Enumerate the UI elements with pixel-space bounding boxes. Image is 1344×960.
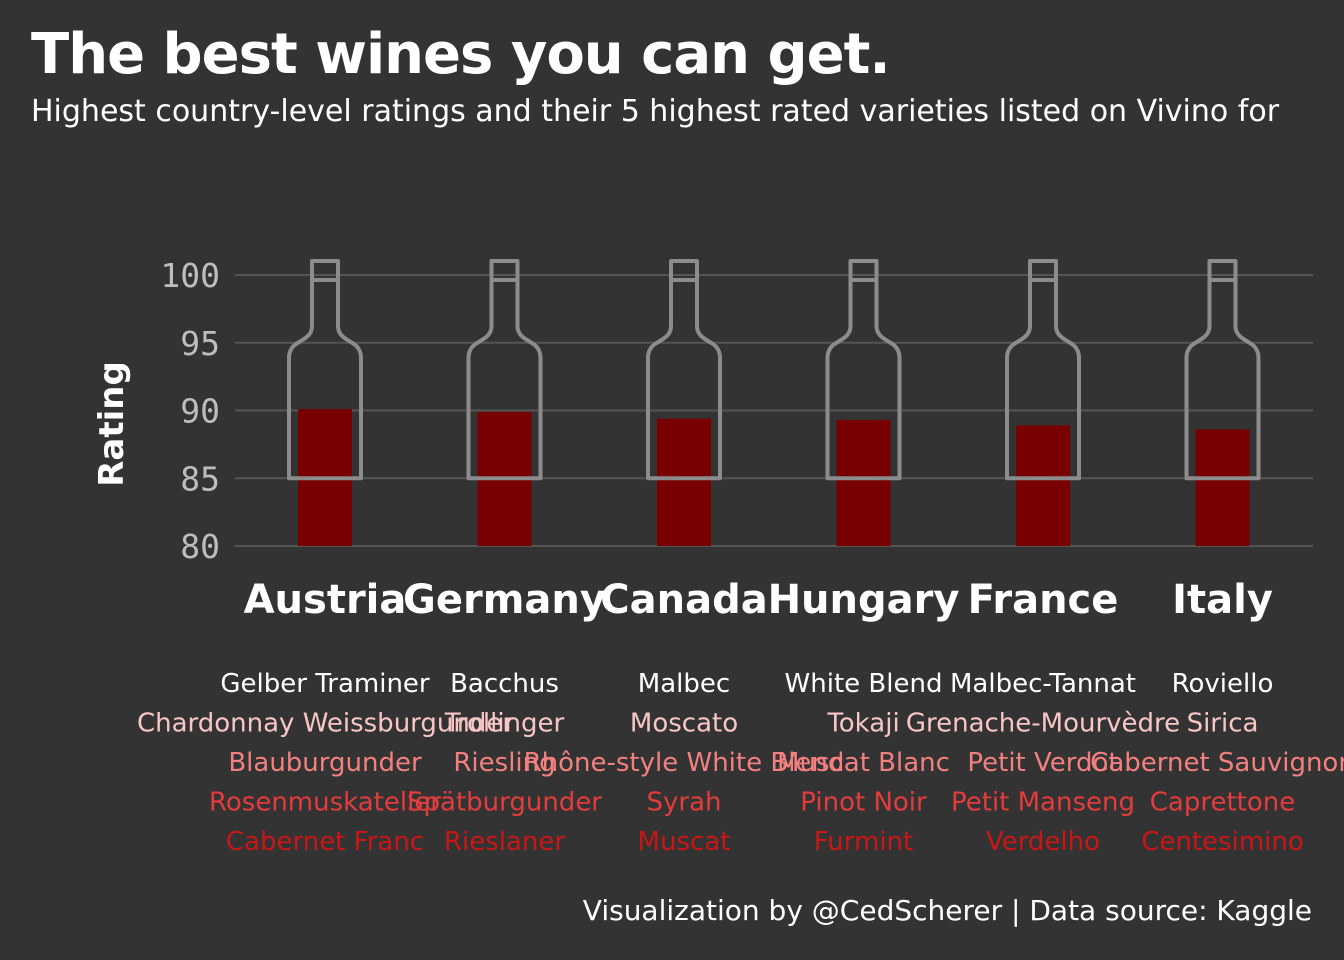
bar-canada [657, 418, 711, 546]
variety-label: White Blend [785, 669, 943, 699]
variety-label: Roviello [1172, 669, 1274, 699]
y-tick-label: 85 [180, 459, 220, 498]
variety-label: Cabernet Sauvignon [1090, 748, 1344, 778]
variety-label: Bacchus [450, 669, 559, 699]
bottle-outlines [287, 259, 1261, 481]
variety-label: Malbec-Tannat [950, 669, 1136, 699]
bar-italy [1195, 429, 1250, 546]
country-label-france: France [968, 577, 1119, 623]
y-tick-label: 95 [180, 324, 220, 363]
variety-label: Rhône-style White Blend [524, 748, 845, 778]
variety-label: Rieslaner [444, 827, 565, 857]
variety-label: Syrah [647, 788, 722, 818]
country-label-canada: Canada [600, 577, 767, 623]
grid-lines [235, 274, 1313, 547]
variety-label: Spätburgunder [407, 788, 602, 818]
variety-label: Blauburgunder [228, 748, 422, 778]
variety-label: Verdelho [986, 827, 1100, 857]
variety-labels: Gelber Traminer Chardonnay Weissburgunder… [137, 669, 1344, 857]
bottle-outline [646, 259, 722, 481]
chart-title: The best wines you can get. [31, 22, 891, 87]
bottle-outline [1005, 259, 1081, 481]
bar-hungary [836, 419, 891, 546]
bar-france [1016, 425, 1070, 546]
variety-label: Petit Manseng [951, 788, 1135, 818]
y-tick-label: 80 [180, 527, 220, 566]
variety-label: Grenache-Mourvèdre [906, 709, 1180, 739]
country-label-italy: Italy [1172, 577, 1273, 623]
variety-label: Cabernet Franc [226, 827, 424, 857]
bottle-outline [466, 259, 543, 481]
variety-label: Petit Verdot [967, 748, 1118, 778]
variety-label: Muscat [638, 827, 731, 857]
variety-label: Moscato [630, 709, 738, 739]
chart-subtitle: Highest country-level ratings and their … [31, 94, 1280, 129]
caption: Visualization by @CedScherer | Data sour… [582, 894, 1312, 927]
variety-label: Muscat Blanc [777, 748, 950, 778]
variety-label: Caprettone [1150, 788, 1295, 818]
bottle-outline [287, 259, 363, 481]
y-tick-label: 100 [160, 256, 220, 295]
country-label-germany: Germany [403, 577, 606, 623]
bottle-outline [825, 259, 902, 481]
variety-label: Malbec [638, 669, 730, 699]
variety-label: Pinot Noir [800, 788, 927, 818]
y-axis-ticks: 80 85 90 95 100 [160, 256, 220, 566]
variety-label: Rosenmuskateller [209, 788, 441, 818]
y-axis-label: Rating [92, 361, 132, 487]
variety-label: Gelber Traminer [220, 669, 430, 699]
country-label-austria: Austria [244, 577, 407, 623]
variety-label: Tokaji [826, 709, 899, 739]
bottle-outline [1184, 259, 1261, 481]
y-tick-label: 90 [180, 392, 220, 431]
variety-label: Riesling [453, 748, 555, 778]
variety-label: Chardonnay Weissburgunder [137, 709, 513, 739]
variety-label: Furmint [814, 827, 913, 857]
variety-label: Trollinger [444, 709, 565, 739]
country-label-hungary: Hungary [768, 577, 960, 623]
variety-label: Sirica [1187, 709, 1259, 739]
variety-label: Centesimino [1141, 827, 1304, 857]
